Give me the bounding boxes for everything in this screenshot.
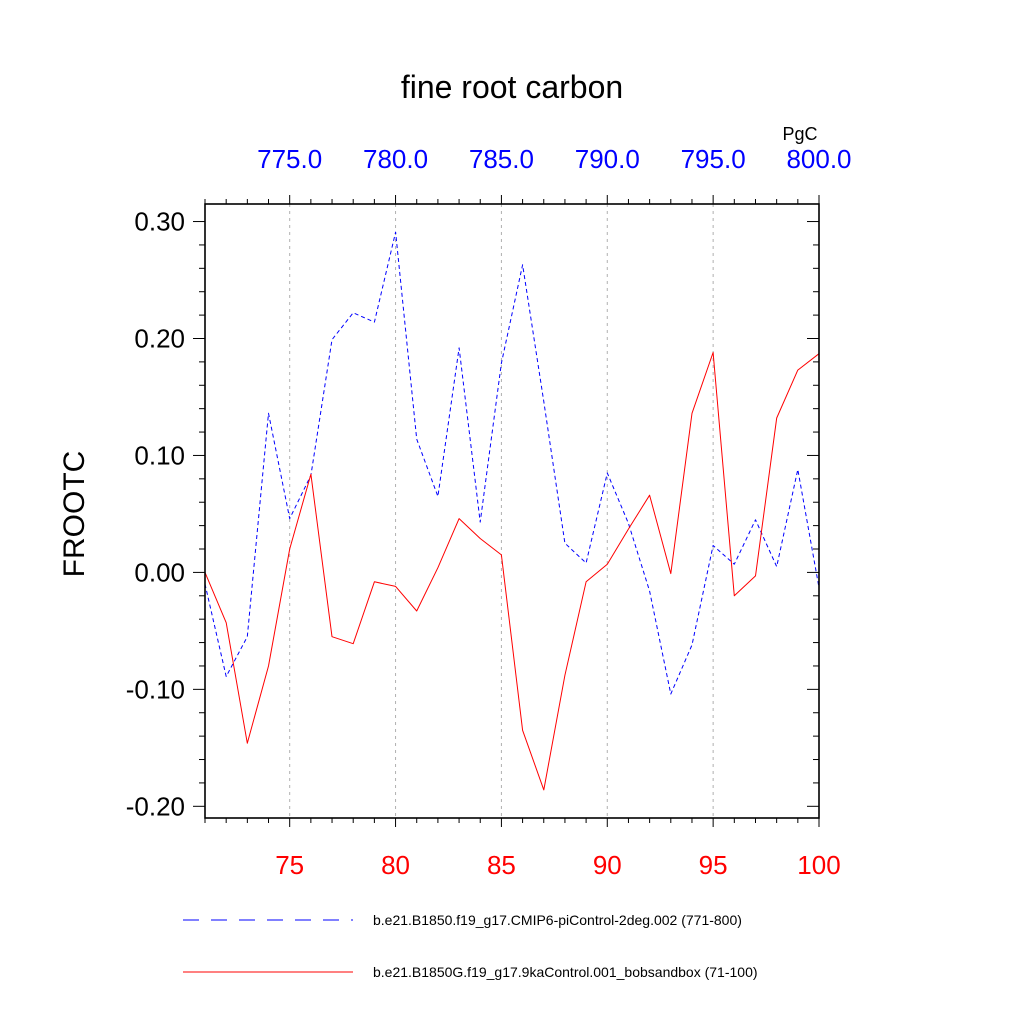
top-tick-label: 790.0: [575, 144, 640, 174]
y-tick-label: 0.10: [134, 440, 185, 470]
chart-title: fine root carbon: [401, 69, 623, 105]
plot-frame: [204, 203, 820, 819]
bottom-tick-label: 95: [699, 850, 728, 880]
series-line-2: [204, 352, 820, 791]
y-axis-label: FROOTC: [58, 451, 91, 578]
bottom-tick-label: 85: [487, 850, 516, 880]
bottom-tick-label: 100: [797, 850, 840, 880]
bottom-tick-label: 80: [381, 850, 410, 880]
top-tick-label: 785.0: [469, 144, 534, 174]
grid-lines: [289, 204, 714, 818]
y-tick-label: -0.20: [126, 791, 185, 821]
top-tick-label: 775.0: [257, 144, 322, 174]
top-tick-label: 795.0: [681, 144, 746, 174]
y-tick-label: -0.10: [126, 674, 185, 704]
series-line-1: [204, 231, 820, 695]
legend-label-1: b.e21.B1850.f19_g17.CMIP6-piControl-2deg…: [373, 912, 742, 928]
series-group: [204, 231, 820, 791]
y-tick-label: 0.20: [134, 323, 185, 353]
units-label: PgC: [782, 124, 817, 144]
legend-label-2: b.e21.B1850G.f19_g17.9kaControl.001_bobs…: [373, 964, 758, 980]
top-tick-label: 780.0: [363, 144, 428, 174]
top-tick-label: 800.0: [786, 144, 851, 174]
bottom-tick-label: 90: [593, 850, 622, 880]
y-tick-label: 0.30: [134, 207, 185, 237]
bottom-tick-label: 75: [275, 850, 304, 880]
legend: b.e21.B1850.f19_g17.CMIP6-piControl-2deg…: [183, 912, 758, 980]
tick-labels: 75 80 85 90 95 100 775.0 780.0 785.0 790.0 795.0 80…: [126, 144, 852, 880]
y-tick-label: 0.00: [134, 557, 185, 587]
tick-marks: [193, 195, 820, 827]
